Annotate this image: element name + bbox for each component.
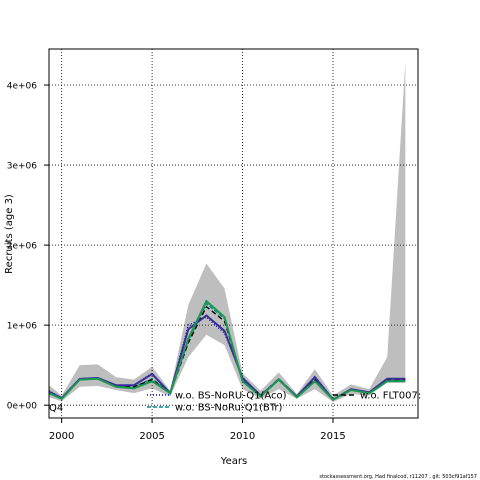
confidence-band-layer xyxy=(49,62,406,402)
x-axis: 2000 2005 2010 2015 xyxy=(49,418,346,442)
y-tick-label: 4e+06 xyxy=(7,82,38,92)
legend-label: w.o. BS-NoRU-Q1(Aco) xyxy=(175,391,287,402)
confidence-band xyxy=(49,62,406,402)
x-axis-title: Years xyxy=(220,456,247,467)
x-tick-label: 2010 xyxy=(230,431,255,442)
legend-clipped-label: Q4 xyxy=(49,403,63,414)
legend: Q4 w.o. BS-NoRU-Q1(Aco)w.o. BS-NoRu-Q1(BT… xyxy=(49,391,421,415)
y-tick-label: 3e+06 xyxy=(7,162,38,172)
series-line-4 xyxy=(48,299,406,401)
x-tick-label: 2000 xyxy=(49,431,74,442)
y-tick-label: 1e+06 xyxy=(7,322,38,332)
series-layer xyxy=(48,299,406,401)
y-tick-label: 0e+00 xyxy=(7,402,38,412)
footer-credit: stockassessment.org, Had finalcod, r1120… xyxy=(319,474,477,480)
x-tick-label: 2005 xyxy=(139,431,164,442)
x-tick-label: 2015 xyxy=(320,431,345,442)
y-axis-title: Recruits (age 3) xyxy=(4,194,15,274)
y-tick-label: 2e+06 xyxy=(7,242,38,252)
legend-label: w.o. BS-NoRu-Q1(BTr) xyxy=(175,403,283,414)
legend-label: w.o. FLT007: xyxy=(360,391,421,402)
plot-frame xyxy=(48,48,419,419)
y-axis: 0e+00 1e+06 2e+06 3e+06 4e+06 xyxy=(7,82,49,412)
